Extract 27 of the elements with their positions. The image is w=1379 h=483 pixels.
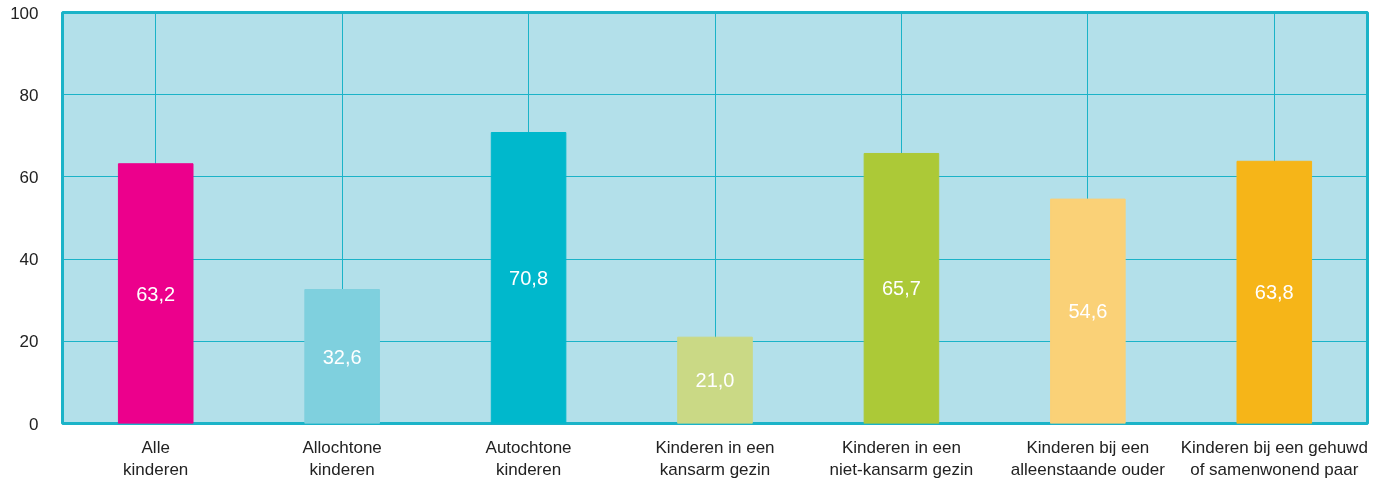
bar <box>304 289 380 424</box>
bar <box>863 152 940 424</box>
y-tick-label: 0 <box>29 414 39 434</box>
x-tick-label: Alle kinderen <box>123 437 189 480</box>
data-label: 32,6 <box>322 345 362 368</box>
x-tick-label: Allochtone kinderen <box>302 437 382 480</box>
bar <box>117 163 194 424</box>
data-label: 70,8 <box>509 267 549 290</box>
x-tick-label: Kinderen bij een alleenstaande ouder <box>1010 437 1166 480</box>
bar <box>677 336 753 424</box>
data-label: 63,2 <box>136 282 176 305</box>
y-tick-label: 20 <box>19 332 39 352</box>
x-tick-label: Autochtone kinderen <box>485 437 572 480</box>
y-tick-label: 80 <box>19 85 39 105</box>
bar <box>1236 160 1313 424</box>
data-label: 65,7 <box>881 277 921 300</box>
bar <box>1050 198 1126 424</box>
bar <box>490 132 567 424</box>
x-tick-label: Kinderen bij een gehuwd of samenwonend paar <box>1180 437 1368 480</box>
y-tick-label: 40 <box>19 250 39 270</box>
x-tick-label: Kinderen in een kansarm gezin <box>655 437 775 480</box>
y-tick-label: 100 <box>10 3 39 23</box>
y-tick-label: 60 <box>19 167 39 187</box>
data-label: 54,6 <box>1068 300 1108 323</box>
data-label: 63,8 <box>1254 281 1294 304</box>
x-tick-label: Kinderen in een niet-kansarm gezin <box>829 437 974 480</box>
data-label: 21,0 <box>695 369 735 392</box>
